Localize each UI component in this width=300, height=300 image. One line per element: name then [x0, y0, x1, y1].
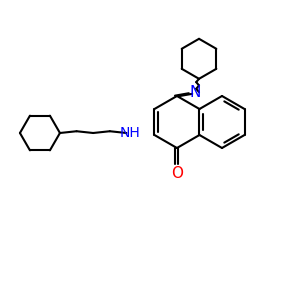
Text: N: N	[189, 85, 201, 100]
Text: O: O	[171, 166, 183, 181]
Text: NH: NH	[120, 126, 140, 140]
